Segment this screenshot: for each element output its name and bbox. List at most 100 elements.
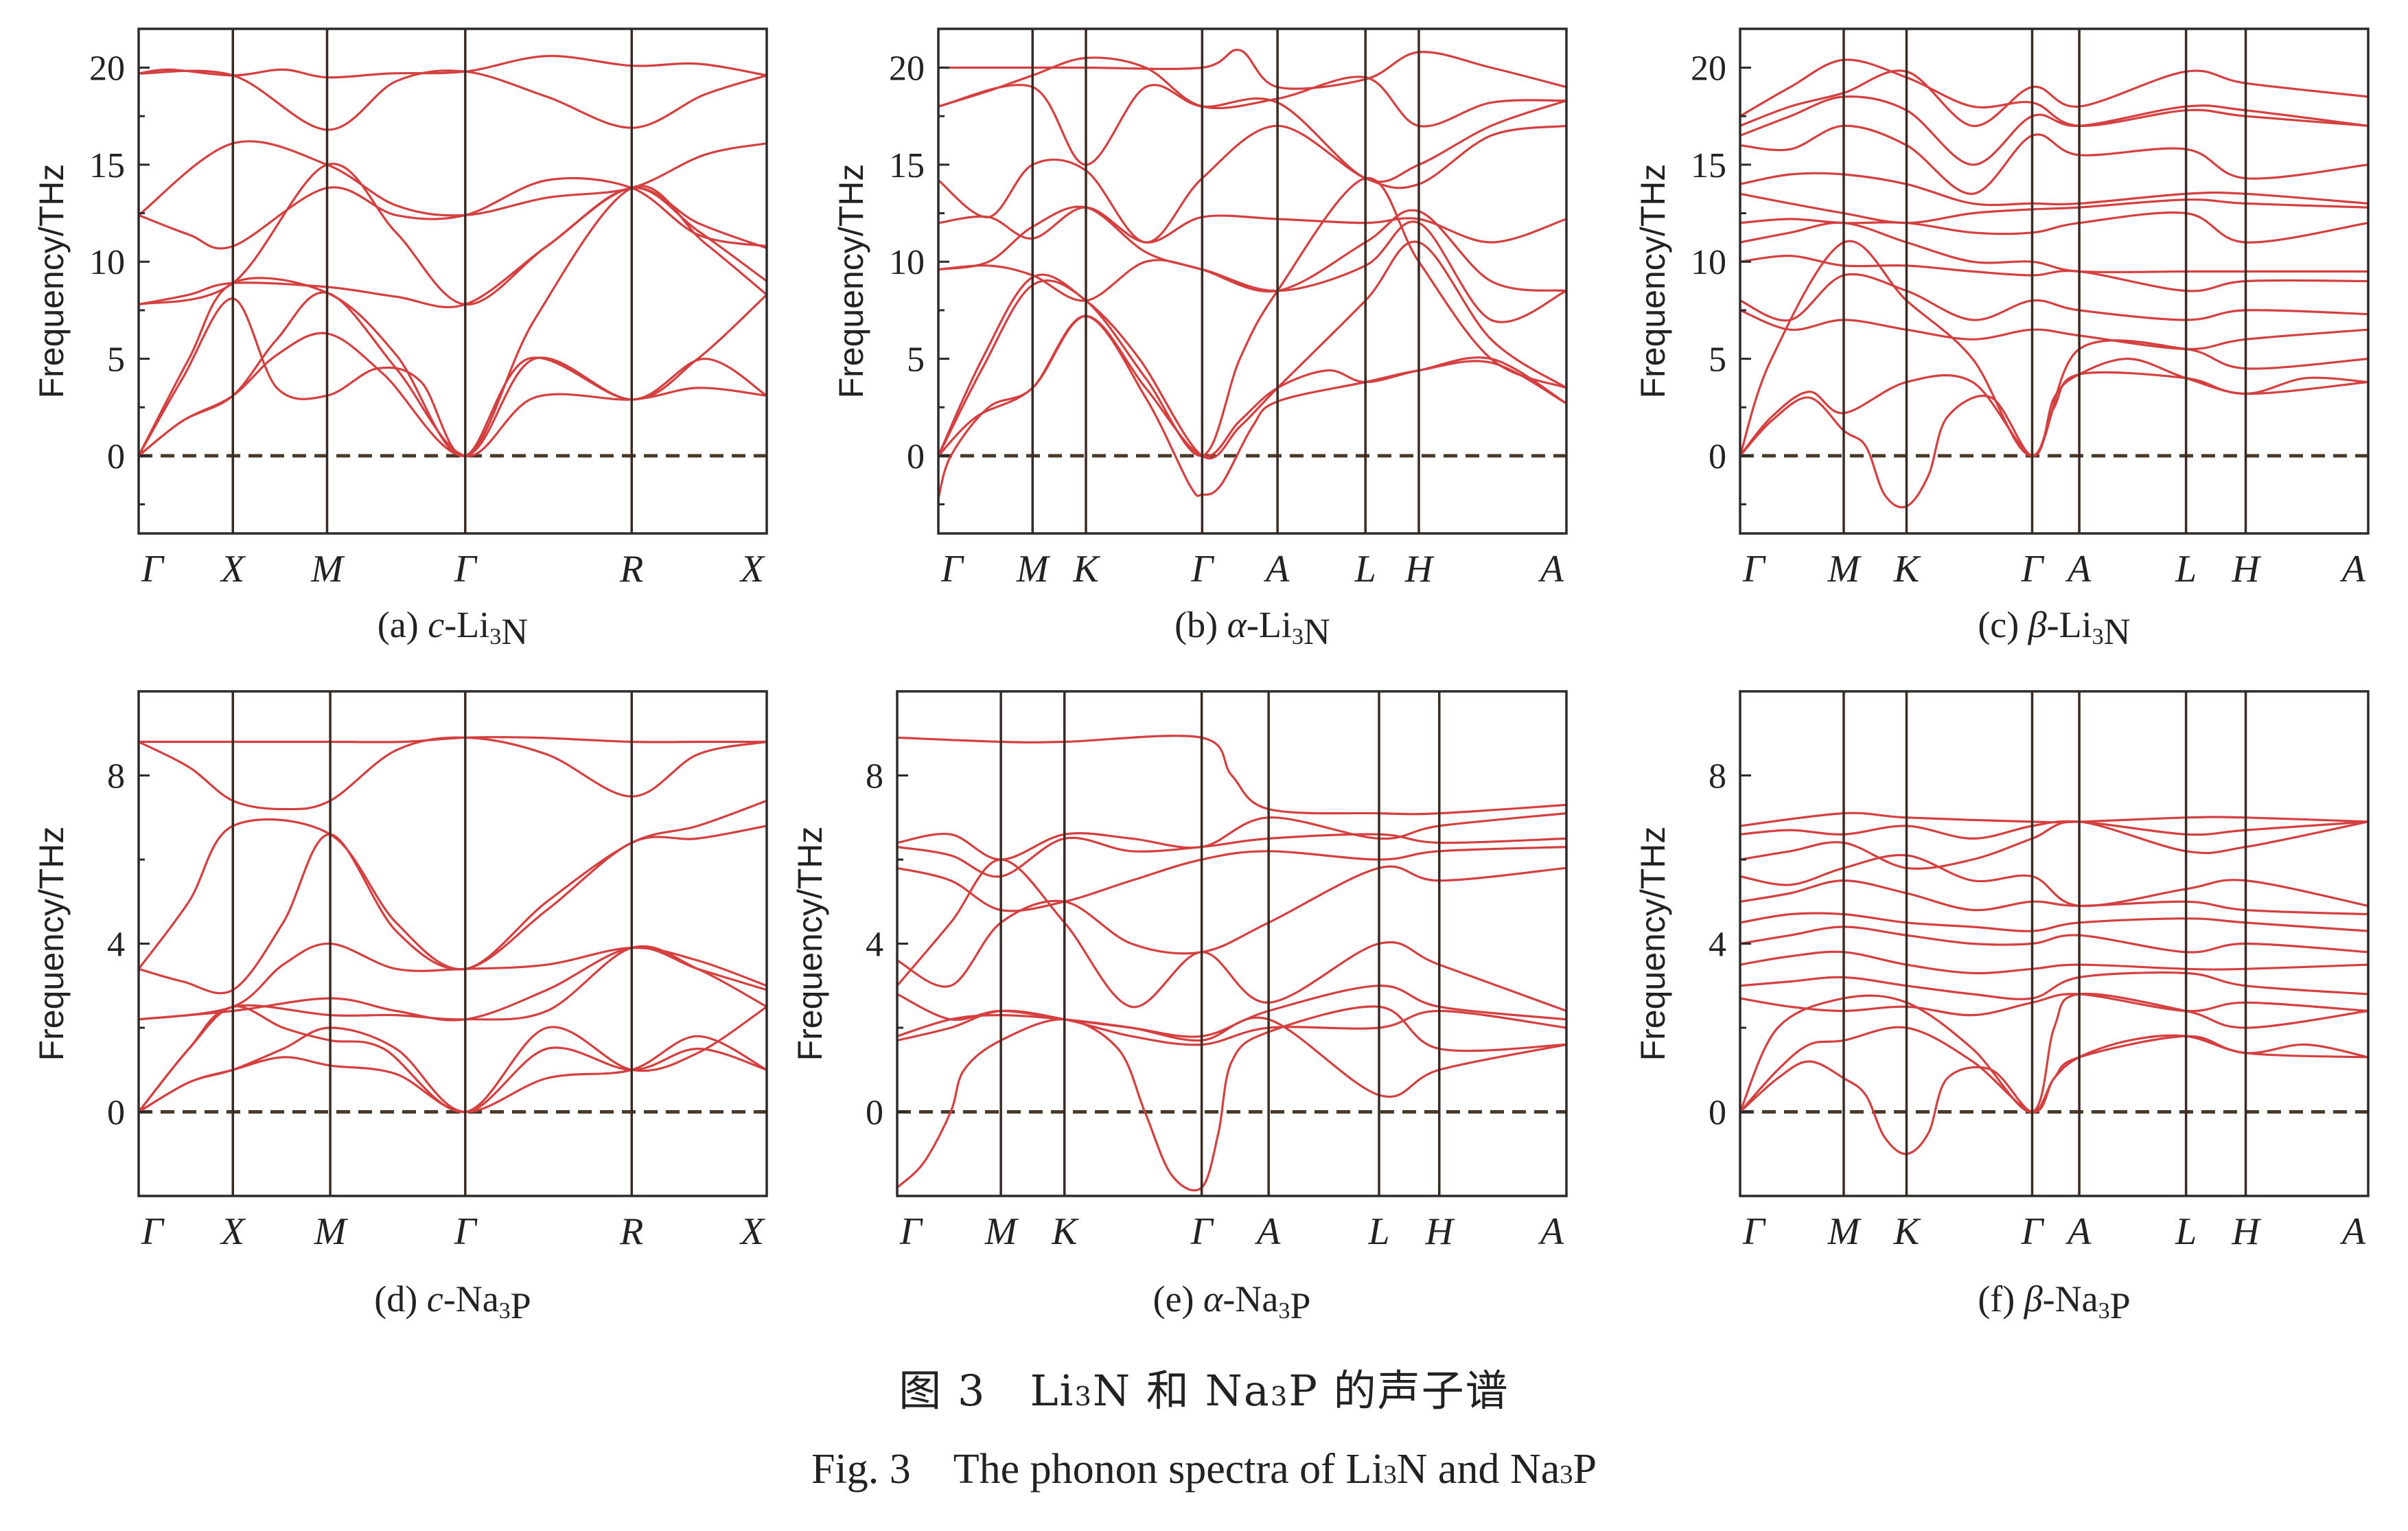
phonon-branch-8	[897, 1014, 1566, 1098]
phonon-branch-6	[1740, 192, 2368, 225]
panel-label: (f) β-Na3P	[1978, 1278, 2130, 1326]
figure-caption-chinese: 图 3 Li3N 和 Na3P 的声子谱	[899, 1366, 1509, 1416]
y-tick-label: 4	[866, 925, 883, 965]
kpoint-label: M	[1016, 548, 1051, 590]
phonon-branch-9	[1740, 971, 2368, 1000]
kpoint-label: M	[984, 1210, 1019, 1253]
phonon-branch-2	[139, 736, 767, 811]
phonon-branch-6	[897, 858, 1566, 1013]
kpoint-label: K	[1893, 1210, 1921, 1253]
phonon-branch-5	[1740, 172, 2368, 207]
phonon-branch-10	[1740, 273, 2368, 322]
phonon-branch-8	[1740, 950, 2368, 975]
phonon-branch-12	[1740, 1026, 2368, 1114]
kpoint-label: H	[1425, 1210, 1455, 1253]
kpoint-label: Γ	[141, 1210, 165, 1253]
phonon-branch-8	[938, 176, 1566, 457]
y-axis-label: Frequency/THz	[791, 827, 829, 1061]
chart-panel-a: 0 5 10 15 20 Frequency/THz Γ X M Γ R X (a) c-Li3N	[32, 27, 768, 652]
phonon-branch-11	[1740, 309, 2368, 351]
kpoint-label: Γ	[1190, 548, 1214, 590]
y-tick-label: 0	[1709, 437, 1726, 476]
phonon-branch-13	[1740, 1035, 2368, 1155]
y-tick-label: 8	[107, 757, 125, 796]
phonon-branch-9	[897, 1009, 1566, 1046]
phonon-branch-1	[897, 735, 1566, 816]
phonon-branch-3	[897, 833, 1566, 878]
kpoint-label: A	[2065, 1210, 2092, 1253]
kpoint-label: A	[1254, 1210, 1281, 1253]
phonon-branch-2	[1740, 820, 2368, 840]
phonon-branch-4	[1740, 124, 2368, 195]
kpoint-label: L	[2175, 1210, 2197, 1253]
kpoint-label: X	[220, 1210, 246, 1253]
phonon-branch-6	[139, 187, 767, 308]
chart-panel-b: 0 5 10 15 20 Frequency/THz Γ M K Γ A L H A (b) α-Li3N	[832, 27, 1568, 652]
y-axis-label: Frequency/THz	[32, 164, 71, 399]
plot-frame	[1739, 690, 2370, 1197]
y-tick-label: 10	[889, 243, 925, 282]
kpoint-label: Γ	[1742, 1210, 1766, 1253]
y-axis-label: Frequency/THz	[1634, 827, 1672, 1061]
panel-label: (d) c-Na3P	[374, 1278, 531, 1326]
phonon-branch-8	[139, 1005, 767, 1114]
phonon-branch-3	[139, 799, 767, 971]
kpoint-label: L	[1354, 548, 1376, 590]
kpoint-label: L	[2175, 548, 2197, 590]
y-tick-label: 20	[1691, 49, 1726, 89]
y-tick-label: 4	[107, 925, 125, 965]
y-axis-label: Frequency/THz	[832, 164, 870, 399]
phonon-branch-6	[938, 205, 1566, 293]
phonon-branch-5	[938, 206, 1566, 244]
kpoint-label: K	[1051, 1210, 1079, 1253]
phonon-branch-7	[1740, 211, 2368, 244]
y-tick-label: 15	[889, 146, 925, 185]
plot-frame	[1739, 27, 2370, 535]
phonon-branch-6	[1740, 912, 2368, 932]
y-tick-label: 20	[889, 49, 925, 89]
phonon-branch-3	[1740, 820, 2368, 870]
plot-frame	[137, 27, 768, 535]
phonon-branch-10	[1740, 993, 2368, 1017]
y-tick-label: 0	[1709, 1094, 1726, 1133]
kpoint-label: K	[1072, 548, 1100, 590]
kpoint-label: A	[1538, 548, 1564, 590]
figure-caption-english: Fig. 3 The phonon spectra of Li3N and Na…	[811, 1446, 1597, 1493]
kpoint-label: Γ	[1742, 548, 1766, 590]
kpoint-label: H	[2231, 548, 2261, 590]
phonon-branch-8	[1740, 221, 2368, 274]
kpoint-label: A	[2339, 1210, 2366, 1253]
panel-label: (a) c-Li3N	[378, 604, 528, 652]
y-tick-label: 20	[89, 49, 125, 89]
kpoint-label: M	[310, 548, 345, 590]
y-tick-label: 5	[907, 341, 925, 380]
y-tick-label: 8	[866, 757, 883, 796]
kpoint-label: M	[314, 1210, 349, 1253]
phonon-branch-1	[1740, 58, 2368, 127]
kpoint-label: R	[619, 1210, 643, 1253]
phonon-branch-2	[1740, 69, 2368, 127]
phonon-branch-7	[139, 945, 767, 1113]
plot-frame	[937, 27, 1568, 535]
phonon-branch-3	[938, 84, 1566, 183]
kpoint-label: A	[2065, 548, 2092, 590]
kpoint-label: Γ	[454, 548, 478, 590]
phonon-branch-1	[938, 48, 1566, 90]
kpoint-label: X	[739, 1210, 766, 1253]
y-tick-label: 0	[107, 1094, 125, 1133]
kpoint-label: K	[1893, 548, 1921, 590]
kpoint-label: A	[1538, 1210, 1564, 1253]
kpoint-label: X	[739, 548, 766, 590]
phonon-branch-9	[1740, 255, 2368, 292]
y-tick-label: 0	[866, 1094, 883, 1133]
phonon-branch-3	[1740, 95, 2368, 166]
panel-label: (c) β-Li3N	[1978, 604, 2130, 652]
phonon-branch-10	[139, 291, 767, 457]
y-tick-label: 10	[89, 243, 125, 282]
kpoint-label: Γ	[141, 548, 165, 590]
y-tick-label: 10	[1691, 243, 1726, 282]
phonon-branch-9	[938, 240, 1566, 460]
